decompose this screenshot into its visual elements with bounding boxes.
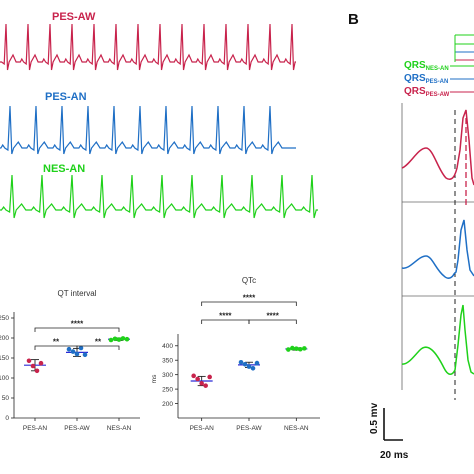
ecg-trace-pes-an	[0, 105, 296, 155]
qrs-label-nes-an: QRSNES-AN	[404, 60, 449, 72]
data-point	[254, 360, 260, 366]
data-point	[302, 346, 307, 351]
qrs-label-pes-aw: QRSPES-AW	[404, 86, 450, 98]
y-tick-label: 250	[0, 315, 9, 322]
significance-bracket	[34, 327, 120, 332]
y-tick-label: 300	[162, 372, 173, 379]
data-point	[298, 346, 303, 352]
data-point	[78, 345, 84, 351]
data-point	[74, 351, 80, 357]
significance-label: ****	[243, 294, 256, 303]
y-tick-label: 0	[5, 415, 9, 422]
trace-label-pes-an: PES-AN	[45, 91, 87, 103]
x-tick-label: PES-AN	[190, 425, 215, 432]
significance-label: ****	[219, 312, 232, 321]
qrs-main-pes-an: QRS	[404, 73, 426, 84]
data-point	[242, 361, 248, 367]
significance-bracket	[201, 301, 297, 306]
scale-bar-time-label: 20 ms	[380, 450, 409, 461]
significance-bracket	[76, 345, 120, 350]
data-point	[124, 336, 130, 342]
significance-bracket	[201, 319, 250, 324]
data-point	[70, 349, 76, 354]
data-point	[34, 368, 40, 374]
x-tick-label: NES-AN	[107, 425, 132, 432]
data-point	[38, 360, 44, 366]
panel-b-trace-nes-an	[401, 304, 474, 375]
data-point	[290, 345, 295, 351]
chart-title: QTc	[242, 276, 256, 285]
trace-label-nes-an: NES-AN	[43, 163, 85, 175]
qrs-sub-pes-an: PES-AN	[426, 79, 449, 85]
data-point	[108, 337, 114, 343]
x-tick-label: PES-AW	[64, 425, 90, 432]
panel-b-top-lines	[454, 34, 474, 62]
data-point	[26, 358, 32, 364]
qrs-main-pes-aw: QRS	[404, 86, 426, 97]
data-point	[191, 373, 196, 379]
qrs-sub-nes-an: NES-AN	[426, 66, 449, 72]
significance-bracket	[248, 319, 297, 324]
qrs-sub-pes-aw: PES-AW	[426, 92, 450, 98]
data-point	[246, 364, 252, 369]
data-point	[116, 337, 122, 342]
data-point	[195, 376, 200, 382]
data-point	[82, 352, 88, 358]
chart-title: QT interval	[58, 289, 97, 298]
data-point	[203, 383, 208, 388]
qrs-label-pes-an: QRSPES-AN	[404, 73, 448, 85]
x-tick-label: PES-AW	[236, 425, 262, 432]
panel-b-trace-pes-aw	[401, 109, 474, 186]
y-tick-label: 400	[162, 343, 173, 350]
significance-label: ****	[266, 312, 279, 321]
panel-b-label: B	[348, 11, 359, 28]
data-point	[199, 381, 204, 386]
data-point	[250, 366, 256, 371]
y-tick-label: 250	[162, 386, 173, 393]
data-point	[207, 374, 212, 380]
data-point	[286, 347, 291, 352]
scale-bar-voltage-label: 0.5 mv	[369, 402, 380, 434]
y-tick-label: 200	[162, 401, 173, 408]
x-tick-label: NES-AN	[284, 425, 309, 432]
significance-label: ****	[71, 320, 84, 329]
y-tick-label: 150	[0, 355, 9, 362]
trace-label-pes-aw: PES-AW	[52, 11, 96, 23]
data-point	[30, 363, 36, 369]
y-tick-label: 50	[2, 395, 10, 402]
ecg-trace-nes-an	[0, 174, 318, 219]
significance-label: **	[95, 338, 102, 347]
data-point	[120, 336, 126, 341]
data-point	[294, 346, 299, 351]
data-point	[112, 336, 118, 342]
qt-interval-chart: QT interval 0 50 100 150 200 250 PES-AN PES-AW NE…	[0, 289, 140, 432]
panel-b-trace-pes-an	[401, 219, 474, 279]
y-tick-label: 100	[0, 375, 9, 382]
x-tick-label: PES-AN	[23, 425, 48, 432]
y-tick-label: 350	[162, 357, 173, 364]
data-point	[238, 359, 244, 365]
ecg-trace-pes-aw	[0, 23, 296, 71]
data-point	[66, 346, 72, 352]
significance-label: **	[53, 338, 60, 347]
y-tick-label: 200	[0, 335, 9, 342]
qtc-chart: QTc 200 250 300 350 400 ms PES-AN PES-AW NES-AN **…	[151, 276, 320, 432]
qrs-main-nes-an: QRS	[404, 60, 426, 71]
y-axis-label: ms	[151, 374, 158, 383]
